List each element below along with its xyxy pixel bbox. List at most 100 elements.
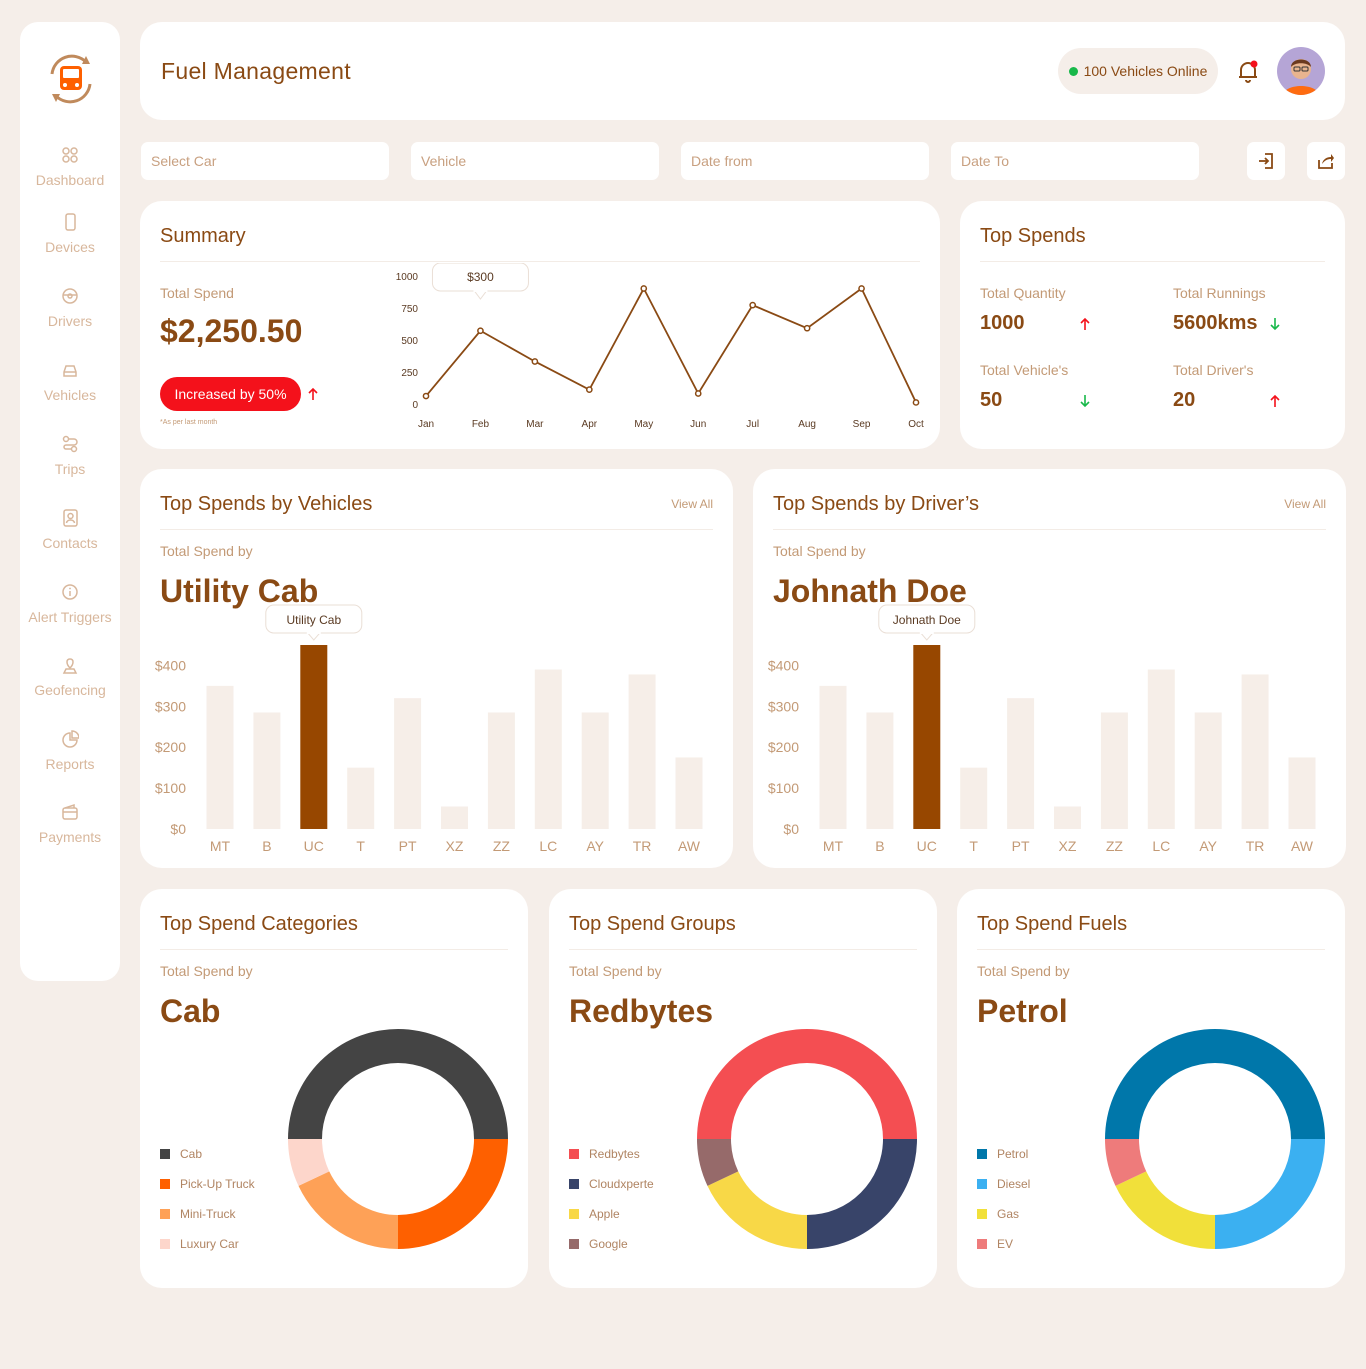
bar-zz[interactable] [487, 712, 515, 829]
stat-value: 20 [1173, 389, 1196, 411]
info-icon [62, 584, 78, 600]
import-button[interactable] [1247, 142, 1285, 180]
bar-pt[interactable] [1007, 698, 1035, 829]
bell-icon[interactable] [1236, 58, 1260, 84]
legend-swatch [977, 1149, 987, 1159]
donut-slice-redbytes[interactable] [697, 1029, 917, 1139]
x-tick-label: UC [917, 838, 937, 854]
bar-t[interactable] [960, 767, 988, 829]
donut-slice-diesel[interactable] [1215, 1139, 1325, 1249]
arrow-up-icon [1270, 394, 1280, 407]
sidebar-item-dashboard[interactable]: Dashboard [20, 146, 120, 188]
bar-tr[interactable] [1241, 674, 1269, 829]
stat-value: 50 [980, 389, 1003, 411]
donut-slice-petrol[interactable] [1105, 1029, 1325, 1139]
sidebar-item-devices[interactable]: Devices [20, 213, 120, 255]
bar-xz[interactable] [441, 806, 468, 829]
sidebar-item-alert-triggers[interactable]: Alert Triggers [20, 583, 120, 625]
x-tick-label: Sep [853, 419, 871, 430]
sidebar-item-geofencing[interactable]: Geofencing [20, 656, 120, 698]
total-spend-label: Total Spend [160, 285, 234, 301]
share-button[interactable] [1307, 142, 1345, 180]
donut-slice-luxury-car[interactable] [288, 1139, 330, 1186]
sidebar-item-label: Alert Triggers [28, 609, 112, 625]
legend-item: EV [977, 1237, 1013, 1251]
bar-xz[interactable] [1054, 806, 1081, 829]
legend-label: Diesel [997, 1177, 1031, 1191]
date-to-input[interactable] [951, 142, 1199, 180]
groups-donut-chart [697, 1029, 917, 1249]
sidebar-item-contacts[interactable]: Contacts [20, 509, 120, 551]
vehicle-input[interactable] [411, 142, 659, 180]
line-tooltip: $300 [431, 263, 529, 300]
data-point[interactable] [531, 358, 539, 365]
x-tick-label: B [875, 838, 884, 854]
x-tick-label: AY [1199, 838, 1217, 854]
stat-label: Total Driver's [1173, 362, 1254, 378]
select-car-input[interactable] [141, 142, 389, 180]
data-point[interactable] [803, 324, 811, 332]
stat-value: 5600kms [1173, 312, 1258, 334]
legend-item: Gas [977, 1207, 1019, 1221]
donut-slice-ev[interactable] [1105, 1139, 1147, 1186]
sidebar-item-label: Payments [38, 829, 102, 845]
bar-t[interactable] [347, 767, 375, 829]
data-point[interactable] [694, 390, 702, 397]
bar-lc[interactable] [1147, 669, 1175, 829]
bus-logo-icon[interactable] [44, 52, 98, 106]
data-point[interactable] [858, 285, 865, 292]
bar-mt[interactable] [819, 685, 847, 829]
legend-item: Google [569, 1237, 628, 1251]
vehicles-online-badge[interactable]: 100 Vehicles Online [1058, 48, 1218, 94]
bar-aw[interactable] [1288, 757, 1316, 829]
bar-lc[interactable] [534, 669, 562, 829]
y-tick-label: 1000 [396, 272, 419, 283]
total-spend-by-label: Total Spend by [160, 963, 253, 979]
bar-pt[interactable] [394, 698, 422, 829]
view-all-link[interactable]: View All [1284, 497, 1326, 511]
bar-tr[interactable] [628, 674, 656, 829]
bar-b[interactable] [253, 712, 281, 829]
bar-uc[interactable] [300, 645, 328, 829]
bar-uc[interactable] [913, 645, 941, 829]
bar-aw[interactable] [675, 757, 703, 829]
bar-b[interactable] [866, 712, 894, 829]
legend-label: Pick-Up Truck [180, 1177, 255, 1191]
sidebar-item-vehicles[interactable]: Vehicles [20, 361, 120, 403]
vehicles-title: Top Spends by Vehicles [160, 493, 373, 515]
donut-slice-mini-truck[interactable] [298, 1171, 398, 1249]
data-point[interactable] [585, 386, 593, 393]
y-tick-label: $300 [768, 698, 799, 714]
data-point[interactable] [749, 301, 757, 309]
sidebar-item-reports[interactable]: Reports [20, 730, 120, 772]
bar-zz[interactable] [1100, 712, 1128, 829]
donut-slice-gas[interactable] [1115, 1171, 1215, 1249]
view-all-link[interactable]: View All [671, 497, 713, 511]
stat-label: Total Quantity [980, 285, 1066, 301]
bar-mt[interactable] [206, 685, 234, 829]
x-tick-label: T [356, 838, 365, 854]
bar-ay[interactable] [581, 712, 609, 829]
donut-slice-cab[interactable] [288, 1029, 508, 1139]
date-from-input[interactable] [681, 142, 929, 180]
x-tick-label: XZ [1059, 838, 1077, 854]
sidebar-item-trips[interactable]: Trips [20, 435, 120, 477]
data-point[interactable] [477, 327, 484, 335]
groups-card: Top Spend Groups Total Spend by Redbytes… [549, 889, 937, 1288]
legend-swatch [569, 1179, 579, 1189]
donut-slice-pick-up-truck[interactable] [398, 1139, 508, 1249]
donut-slice-google[interactable] [697, 1139, 739, 1186]
legend-swatch [160, 1179, 170, 1189]
donut-slice-cloudxperte[interactable] [807, 1139, 917, 1249]
vehicles-bar-chart: $0 $100 $200 $300 $400 MT B UC Utility Cab T PT XZ Z… [155, 604, 703, 854]
sidebar-item-payments[interactable]: Payments [20, 803, 120, 845]
data-point[interactable] [640, 285, 648, 292]
avatar[interactable] [1277, 47, 1325, 95]
divider [569, 949, 917, 950]
data-point[interactable] [422, 392, 430, 400]
online-status-dot [1068, 66, 1078, 76]
sidebar-item-drivers[interactable]: Drivers [20, 287, 120, 329]
donut-slice-apple[interactable] [707, 1171, 807, 1249]
data-point[interactable] [912, 399, 920, 406]
bar-ay[interactable] [1194, 712, 1222, 829]
